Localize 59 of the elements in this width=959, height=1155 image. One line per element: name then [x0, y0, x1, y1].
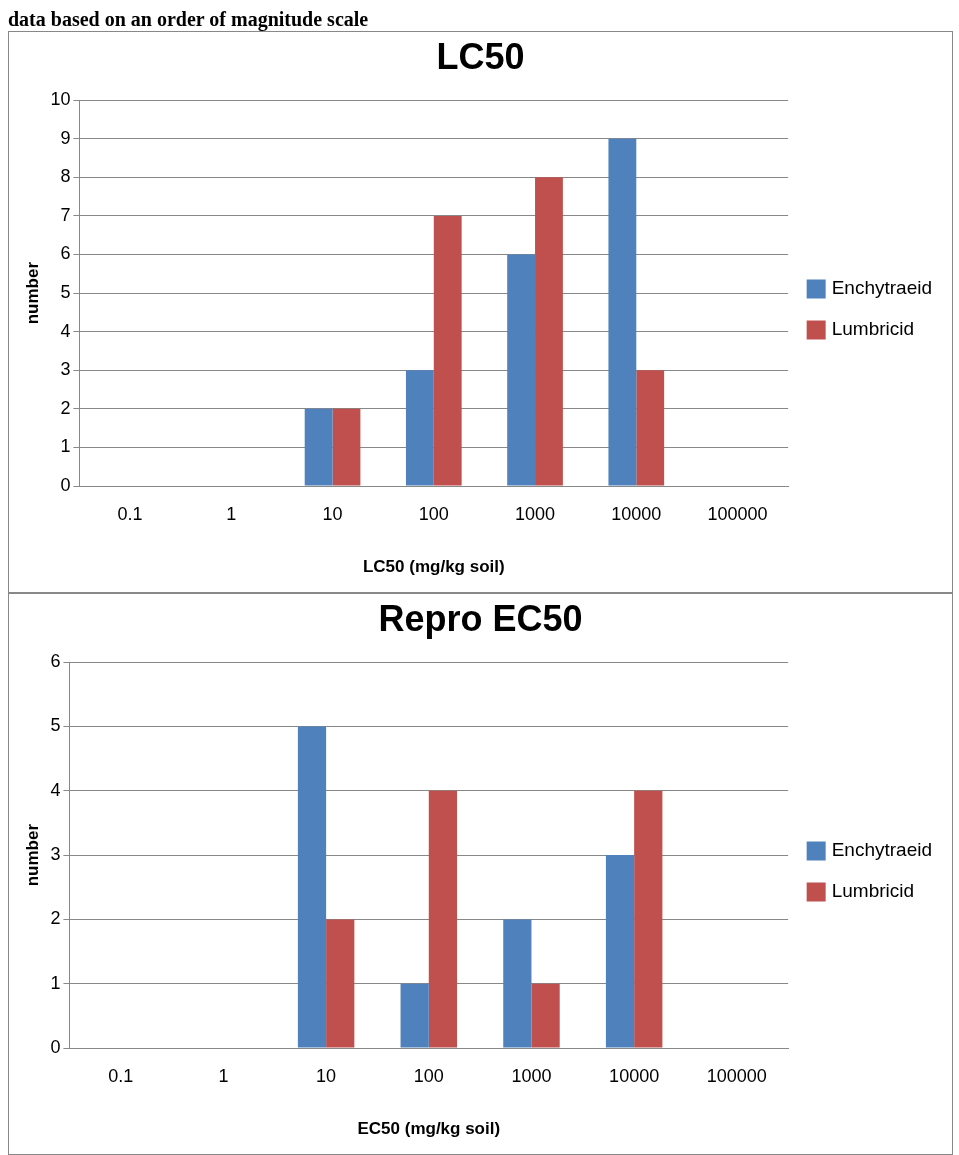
- x-tick-label: 0.1: [117, 503, 143, 524]
- x-axis-title: EC50 (mg/kg soil): [357, 1119, 501, 1139]
- x-tick-label: 100000: [706, 1065, 767, 1086]
- x-tick-label: 0.1: [108, 1065, 134, 1086]
- y-tick-label: 9: [60, 127, 71, 148]
- bar: [428, 790, 458, 1048]
- x-tick-label: 10: [316, 1065, 337, 1086]
- x-tick-label: 1000: [511, 1065, 552, 1086]
- y-tick-label: 2: [50, 908, 61, 929]
- x-tick-label: 100000: [707, 503, 768, 524]
- x-tick-label: 100: [418, 503, 449, 524]
- bar: [405, 370, 434, 486]
- y-axis-title: number: [22, 823, 42, 887]
- bar: [503, 919, 532, 1048]
- y-tick-label: 8: [60, 166, 71, 187]
- bar: [304, 408, 333, 486]
- y-tick-label: 7: [60, 204, 71, 225]
- y-tick-label: 0: [50, 1036, 61, 1057]
- x-tick-label: 100: [413, 1065, 444, 1086]
- bar: [608, 138, 637, 486]
- legend-label: Enchytraeid: [831, 839, 933, 861]
- y-tick-label: 4: [50, 779, 61, 800]
- bar: [433, 215, 462, 486]
- legend-label: Lumbricid: [831, 880, 915, 902]
- legend-label: Enchytraeid: [831, 277, 933, 299]
- bar: [634, 790, 663, 1048]
- y-tick-label: 6: [60, 243, 71, 264]
- y-tick-label: 3: [60, 359, 71, 380]
- x-tick-label: 1: [218, 1065, 229, 1086]
- y-tick-label: 6: [50, 651, 61, 672]
- y-tick-label: 1: [50, 972, 61, 993]
- x-tick-label: 10: [322, 503, 343, 524]
- bar: [507, 254, 536, 486]
- bar: [297, 726, 327, 1048]
- y-tick-label: 4: [60, 320, 71, 341]
- chart-title: LC50: [436, 35, 525, 77]
- x-tick-label: 1: [226, 503, 237, 524]
- y-axis-title: number: [22, 261, 42, 325]
- y-tick-label: 10: [50, 89, 71, 110]
- bar: [535, 177, 563, 486]
- y-tick-label: 2: [60, 397, 71, 418]
- y-tick-label: 5: [50, 715, 61, 736]
- y-tick-label: 3: [50, 844, 61, 865]
- bar: [400, 983, 429, 1048]
- y-tick-label: 5: [60, 282, 71, 303]
- y-tick-label: 0: [60, 474, 71, 495]
- x-axis-title: LC50 (mg/kg soil): [362, 557, 505, 577]
- x-tick-label: 10000: [609, 1065, 660, 1086]
- bar: [332, 408, 361, 486]
- bar: [605, 855, 635, 1048]
- x-tick-label: 1000: [515, 503, 556, 524]
- x-tick-label: 10000: [611, 503, 662, 524]
- text: data based on an order of magnitude scale: [8, 8, 370, 31]
- legend-label: Lumbricid: [831, 318, 915, 340]
- bar: [326, 919, 355, 1048]
- y-tick-label: 1: [60, 436, 71, 457]
- bar: [531, 983, 560, 1048]
- bar: [636, 370, 665, 486]
- chart-title: Repro EC50: [378, 597, 583, 639]
